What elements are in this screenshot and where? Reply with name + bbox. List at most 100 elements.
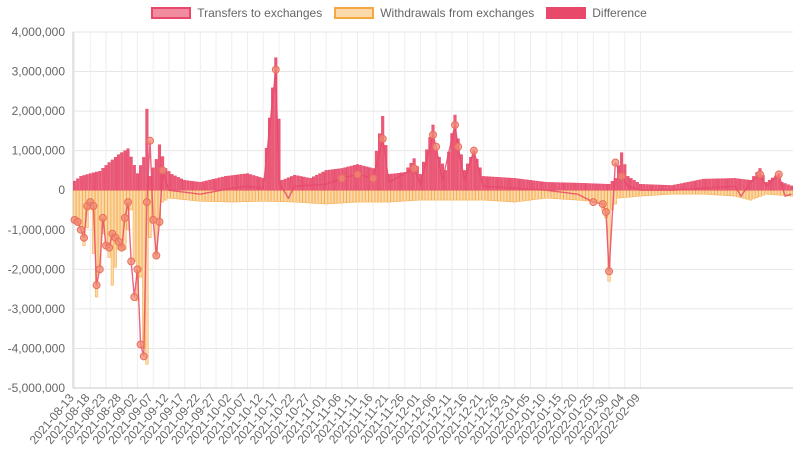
- bar-withdrawals: [365, 189, 369, 203]
- difference-point: [469, 146, 478, 155]
- bar-withdrawals: [538, 189, 542, 200]
- bar-transfers: [349, 165, 353, 191]
- difference-point: [271, 65, 280, 74]
- legend-item-difference[interactable]: Difference: [546, 6, 647, 20]
- bar-withdrawals: [777, 189, 781, 196]
- difference-point: [152, 251, 161, 260]
- bar-withdrawals: [396, 189, 400, 202]
- bar-withdrawals: [528, 189, 533, 201]
- bar-withdrawals: [701, 189, 705, 195]
- bar-transfers: [117, 154, 121, 191]
- y-tick-label: 1,000,000: [12, 144, 66, 158]
- bar-transfers: [752, 176, 756, 191]
- bar-withdrawals: [717, 189, 721, 196]
- bar-transfers: [352, 165, 356, 191]
- bar-withdrawals: [629, 189, 633, 198]
- bar-withdrawals: [761, 189, 765, 196]
- bar-withdrawals: [563, 189, 567, 200]
- legend-label-transfers: Transfers to exchanges: [197, 6, 323, 20]
- legend-item-transfers[interactable]: Transfers to exchanges: [151, 6, 322, 20]
- bar-transfers: [491, 176, 495, 191]
- bar-withdrawals: [195, 189, 199, 202]
- bar-transfers: [475, 158, 479, 191]
- bar-withdrawals: [752, 189, 756, 200]
- bar-withdrawals: [547, 189, 551, 199]
- bar-transfers: [576, 182, 580, 191]
- bar-withdrawals: [352, 189, 356, 203]
- bar-withdrawals: [374, 189, 378, 203]
- bar-withdrawals: [516, 189, 520, 202]
- bar-transfers: [453, 114, 457, 191]
- bar-transfers: [258, 177, 262, 191]
- bar-transfers: [588, 183, 592, 191]
- bar-transfers: [607, 184, 611, 191]
- bar-transfers: [594, 183, 599, 191]
- bar-withdrawals: [425, 189, 429, 201]
- bar-withdrawals: [148, 189, 152, 238]
- bar-transfers: [227, 175, 231, 191]
- bar-withdrawals: [767, 189, 771, 195]
- bar-withdrawals: [626, 189, 630, 198]
- difference-point: [98, 213, 107, 222]
- bar-withdrawals: [356, 189, 360, 203]
- bar-transfers: [230, 175, 234, 191]
- bar-transfers: [409, 162, 413, 191]
- bar-transfers: [186, 180, 190, 191]
- bar-withdrawals: [730, 189, 734, 197]
- bar-withdrawals: [635, 189, 639, 197]
- bar-transfers: [506, 177, 510, 191]
- bar-withdrawals: [189, 189, 193, 201]
- bar-transfers: [503, 177, 507, 191]
- difference-point: [105, 243, 114, 252]
- bar-transfers: [601, 183, 605, 191]
- legend-swatch-transfers: [151, 7, 192, 19]
- bar-transfers: [450, 133, 454, 191]
- difference-point: [95, 265, 104, 274]
- bar-transfers: [123, 150, 127, 191]
- bar-transfers: [657, 184, 661, 191]
- bar-transfers: [723, 178, 727, 191]
- bar-withdrawals: [403, 189, 407, 202]
- bar-withdrawals: [113, 189, 117, 268]
- bar-withdrawals: [673, 189, 677, 195]
- bar-withdrawals: [315, 189, 319, 204]
- bar-withdrawals: [692, 189, 696, 195]
- bar-transfers: [170, 174, 174, 191]
- difference-point: [337, 174, 346, 183]
- bar-withdrawals: [541, 189, 545, 199]
- bar-transfers: [698, 179, 702, 191]
- legend-item-withdrawals[interactable]: Withdrawals from exchanges: [334, 6, 534, 20]
- bar-transfers: [211, 179, 215, 191]
- bar-transfers: [541, 181, 545, 191]
- bar-withdrawals: [384, 189, 388, 203]
- bar-withdrawals: [686, 189, 690, 195]
- bar-withdrawals: [733, 189, 737, 197]
- bar-withdrawals: [330, 189, 334, 204]
- bar-withdrawals: [638, 189, 643, 197]
- bar-transfers: [378, 133, 382, 191]
- bar-transfers: [497, 177, 501, 191]
- bar-transfers: [179, 178, 184, 191]
- bar-transfers: [362, 165, 366, 191]
- y-tick-label: -5,000,000: [8, 381, 66, 395]
- bar-withdrawals: [478, 189, 482, 201]
- bar-withdrawals: [230, 189, 234, 203]
- bar-withdrawals: [245, 189, 250, 202]
- bar-transfers: [620, 152, 624, 191]
- bar-transfers: [535, 180, 539, 191]
- bar-withdrawals: [368, 189, 372, 203]
- bar-transfers: [519, 178, 523, 191]
- difference-point: [617, 172, 626, 181]
- bar-withdrawals: [582, 189, 586, 201]
- bar-transfers: [91, 172, 95, 191]
- bar-withdrawals: [488, 189, 492, 201]
- bar-withdrawals: [572, 189, 577, 201]
- bar-withdrawals: [780, 189, 784, 196]
- bar-transfers: [308, 178, 312, 191]
- bar-transfers: [173, 175, 177, 191]
- bar-transfers: [557, 182, 561, 191]
- bar-transfers: [572, 182, 577, 191]
- bar-withdrawals: [205, 189, 209, 202]
- y-tick-label: 4,000,000: [12, 25, 66, 39]
- bar-withdrawals: [749, 189, 753, 201]
